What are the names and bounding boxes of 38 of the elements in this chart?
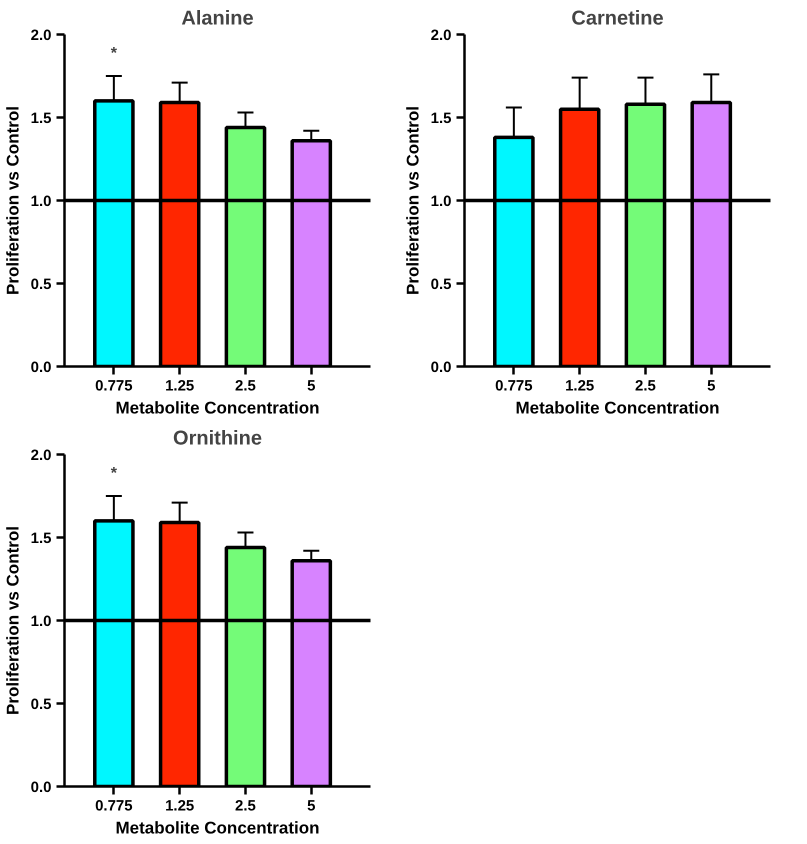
y-tick-label: 1.5 bbox=[430, 110, 452, 127]
x-tick-label: 1.25 bbox=[165, 798, 194, 814]
y-tick-label: 1.5 bbox=[30, 110, 52, 127]
x-tick-label: 0.775 bbox=[95, 378, 133, 394]
chart-title: Ornithine bbox=[173, 428, 262, 450]
annotation: * bbox=[110, 45, 118, 62]
y-axis-title: Proliferation vs Control bbox=[404, 106, 423, 295]
x-tick-label: 1.25 bbox=[165, 378, 194, 394]
x-tick-label: 1.25 bbox=[565, 378, 594, 394]
x-tick-label: 5 bbox=[307, 798, 316, 814]
y-tick-label: 1.5 bbox=[30, 530, 52, 547]
annotation: * bbox=[110, 465, 118, 482]
y-tick-label: 2.0 bbox=[430, 27, 452, 44]
y-tick-label: 1.0 bbox=[430, 193, 452, 210]
y-tick-label: 0.0 bbox=[430, 359, 452, 376]
x-tick-label: 0.775 bbox=[495, 378, 533, 394]
x-tick-label: 0.775 bbox=[95, 798, 133, 814]
x-axis-title: Metabolite Concentration bbox=[115, 818, 320, 838]
x-tick-label: 2.5 bbox=[235, 798, 256, 814]
y-tick-label: 0.0 bbox=[30, 779, 52, 796]
x-tick-label: 5 bbox=[307, 378, 316, 394]
x-axis-title: Metabolite Concentration bbox=[115, 398, 320, 418]
y-tick-label: 0.5 bbox=[30, 276, 52, 293]
chart-title: Carnetine bbox=[571, 8, 664, 30]
y-tick-label: 0.5 bbox=[30, 696, 52, 713]
y-axis-title: Proliferation vs Control bbox=[4, 526, 23, 715]
y-tick-label: 1.0 bbox=[30, 193, 52, 210]
y-tick-label: 2.0 bbox=[30, 447, 52, 464]
y-axis-title: Proliferation vs Control bbox=[4, 106, 23, 295]
x-tick-label: 2.5 bbox=[235, 378, 256, 394]
y-tick-label: 1.0 bbox=[30, 613, 52, 630]
chart-title: Alanine bbox=[181, 8, 254, 30]
y-tick-label: 2.0 bbox=[30, 27, 52, 44]
y-tick-label: 0.0 bbox=[30, 359, 52, 376]
y-tick-label: 0.5 bbox=[430, 276, 452, 293]
x-tick-label: 5 bbox=[707, 378, 716, 394]
x-axis-title: Metabolite Concentration bbox=[515, 398, 720, 418]
x-tick-label: 2.5 bbox=[635, 378, 656, 394]
